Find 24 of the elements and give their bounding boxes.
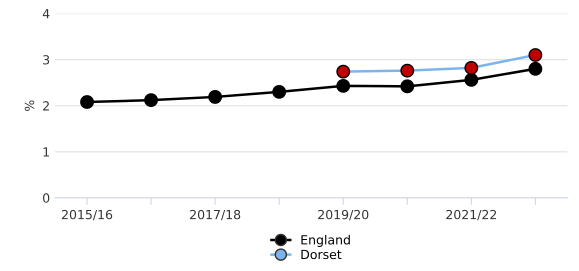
- y-tick-label: 2: [43, 101, 49, 110]
- point: [400, 64, 414, 78]
- y-axis-title: %: [24, 100, 34, 111]
- point: [208, 90, 222, 104]
- x-tick-label: 2019/20: [318, 210, 368, 220]
- point: [528, 62, 542, 76]
- point: [272, 84, 286, 99]
- x-tick-label: 2015/16: [62, 210, 112, 220]
- point: [80, 95, 94, 109]
- y-tick-label: 0: [43, 193, 50, 203]
- legend-label: England: [301, 234, 350, 247]
- y-tick-label: 4: [42, 9, 50, 18]
- point: [400, 79, 414, 94]
- y-tick-label: 3: [43, 55, 50, 65]
- point: [464, 72, 478, 87]
- legend-label: Dorset: [301, 250, 342, 260]
- x-tick-label: 2021/22: [446, 210, 496, 220]
- x-tick-label: 2017/18: [190, 210, 240, 220]
- point: [336, 64, 350, 79]
- point: [144, 93, 158, 108]
- y-tick-label: 1: [44, 147, 49, 157]
- point: [464, 61, 478, 75]
- point: [528, 48, 542, 62]
- point: [336, 78, 350, 93]
